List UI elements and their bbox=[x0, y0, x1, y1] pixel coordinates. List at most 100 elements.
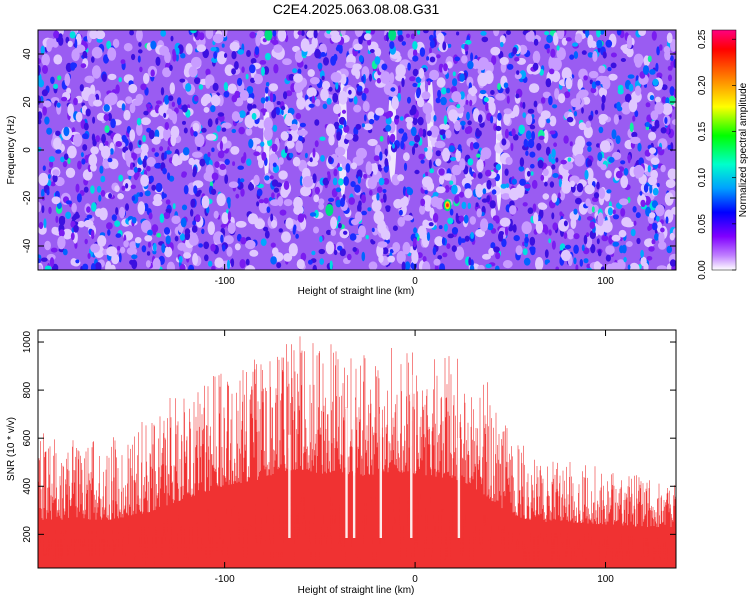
spectrogram-cell bbox=[354, 184, 361, 193]
spectrogram-cell bbox=[470, 52, 474, 62]
spectrogram-cell bbox=[447, 43, 452, 48]
spectrogram-cell bbox=[459, 158, 466, 171]
spectrogram-cell bbox=[392, 242, 401, 253]
spectrogram-cell bbox=[43, 218, 47, 229]
spectrogram-cell bbox=[390, 87, 396, 92]
spectrogram-cell bbox=[172, 153, 180, 167]
spectrogram-cell bbox=[266, 206, 271, 213]
spectrogram-cell bbox=[554, 88, 560, 100]
spectrogram-cell bbox=[496, 133, 503, 141]
spectrogram-cell bbox=[272, 247, 279, 256]
spectrogram-cell bbox=[457, 144, 462, 152]
spectrogram-cell bbox=[117, 245, 121, 251]
spectrogram-cell bbox=[326, 229, 332, 236]
spectrogram-cell bbox=[459, 191, 465, 198]
spectrogram-cell bbox=[177, 97, 182, 106]
spectrogram-cell bbox=[407, 62, 411, 71]
spectrogram-cell bbox=[598, 113, 609, 122]
spectrogram-cell bbox=[189, 235, 199, 246]
spectrogram-cell bbox=[211, 57, 218, 63]
spectrogram-cell bbox=[467, 60, 474, 70]
colorbar-label: Normalized spectral amplitude bbox=[738, 82, 749, 217]
spectrogram-cell bbox=[414, 134, 421, 143]
spectrogram-cell bbox=[271, 39, 279, 46]
spectrogram-cell bbox=[82, 144, 88, 151]
spectrogram-cell bbox=[192, 166, 197, 176]
spectrogram-cell bbox=[525, 113, 533, 126]
spectrogram-cell bbox=[163, 211, 171, 220]
spectrogram-cell bbox=[312, 264, 317, 270]
spectrogram-cell bbox=[422, 102, 433, 115]
spectrogram-cell bbox=[485, 263, 492, 269]
spectrogram-cell bbox=[168, 175, 175, 182]
spectrogram-cell bbox=[285, 217, 294, 230]
spectrogram-cell bbox=[454, 120, 461, 132]
spectrogram-cell bbox=[175, 53, 179, 62]
spectrogram-cell bbox=[353, 104, 362, 113]
spectrogram-cell bbox=[285, 90, 293, 97]
spectrogram-cell bbox=[82, 50, 88, 59]
spectrogram-cell bbox=[46, 38, 56, 48]
spectrogram-cell bbox=[333, 121, 340, 130]
spectrogram-cell bbox=[92, 116, 96, 124]
spectrogram-cell bbox=[353, 96, 358, 105]
spectrogram-cell bbox=[194, 77, 201, 85]
spectrogram-cell bbox=[401, 136, 407, 142]
spectrogram-cell bbox=[521, 221, 532, 235]
spectrogram-cell bbox=[497, 83, 501, 90]
spectrogram-cell bbox=[293, 224, 297, 231]
spectrogram-cell bbox=[214, 161, 220, 169]
spectrogram-cell bbox=[154, 129, 160, 139]
spectrogram-cell bbox=[608, 156, 615, 163]
spectrogram-cell bbox=[389, 249, 394, 254]
spectrogram-cell bbox=[669, 86, 675, 96]
spectrogram-cell bbox=[438, 168, 445, 176]
spectrogram-cell bbox=[151, 136, 161, 145]
spectrogram-cell bbox=[506, 95, 510, 104]
spectrogram-cell bbox=[211, 188, 217, 195]
spectrogram-cell bbox=[469, 216, 476, 225]
spectrogram-cell bbox=[435, 97, 441, 104]
spectrogram-cell bbox=[424, 147, 428, 152]
spectrogram-cell bbox=[220, 223, 226, 229]
spectrogram-cell bbox=[336, 131, 342, 141]
spectrogram-cell bbox=[656, 46, 660, 56]
spectrogram-cell bbox=[625, 47, 634, 58]
spectrogram-cell bbox=[452, 71, 456, 77]
spectrogram-cell bbox=[214, 257, 224, 269]
spectrogram-cell bbox=[299, 122, 306, 128]
spectrogram-cell bbox=[133, 147, 143, 154]
spectrogram-cell bbox=[656, 265, 667, 270]
spectrogram-cell bbox=[356, 85, 363, 92]
spectrogram-cell bbox=[516, 70, 520, 75]
spectrogram-cell bbox=[551, 212, 555, 220]
spectrogram-cell bbox=[298, 135, 303, 142]
spectrogram-cell bbox=[297, 68, 302, 75]
spectrogram-cell bbox=[587, 52, 594, 58]
spectrogram-cell bbox=[442, 147, 450, 162]
spectrogram-cell bbox=[221, 43, 225, 48]
spectrogram-cell bbox=[42, 65, 48, 74]
spectrogram-cell bbox=[549, 68, 555, 75]
spectrogram-cell bbox=[397, 174, 405, 182]
spectrogram-cell bbox=[420, 159, 425, 164]
spectrogram-cell bbox=[550, 48, 556, 58]
spectrogram-cell bbox=[182, 120, 186, 125]
spectrogram-cell bbox=[454, 195, 460, 204]
spectrogram-cell bbox=[595, 80, 601, 86]
spectrogram-cell bbox=[53, 30, 60, 39]
spectrogram-cell bbox=[198, 84, 204, 90]
colorbar-tick-label: 0.00 bbox=[697, 260, 708, 280]
spectrogram-cell bbox=[268, 83, 279, 92]
spectrogram-cell bbox=[569, 54, 575, 60]
spectrogram-cell bbox=[469, 141, 474, 151]
spectrogram-cell bbox=[181, 204, 188, 211]
spectrogram-cell bbox=[348, 89, 352, 95]
spectrogram-cell bbox=[352, 63, 362, 71]
spectrogram-cell bbox=[377, 241, 388, 248]
spectrogram-cell bbox=[115, 233, 122, 238]
spectrogram-cell bbox=[651, 200, 659, 209]
spectrogram-cell bbox=[328, 86, 333, 92]
spectrogram-cell bbox=[612, 209, 616, 215]
spectrogram-cell bbox=[139, 192, 144, 197]
